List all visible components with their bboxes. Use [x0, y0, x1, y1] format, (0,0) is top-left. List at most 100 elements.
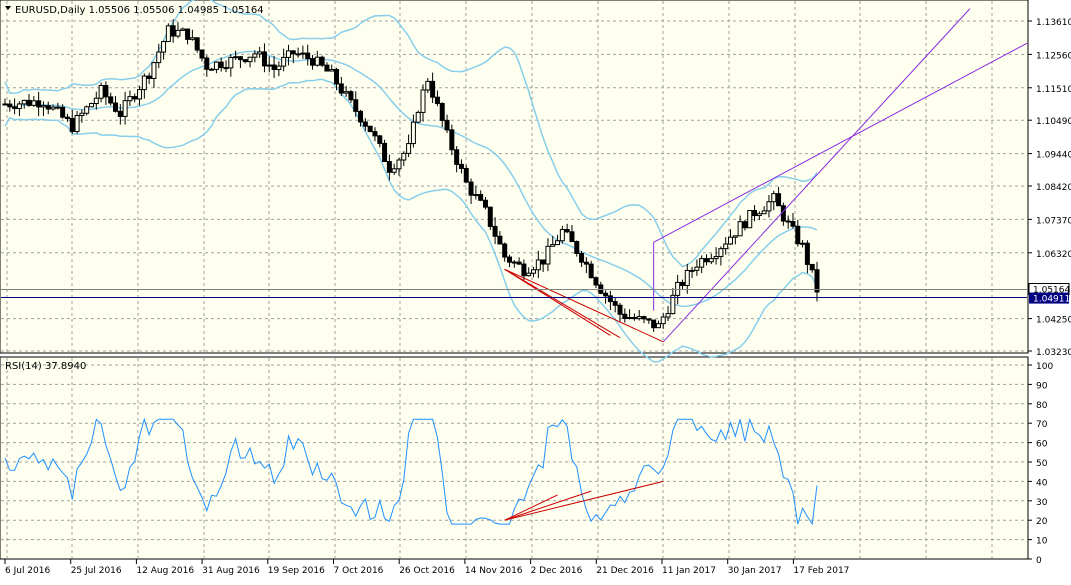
- candle-body: [156, 51, 162, 64]
- candle-body: [26, 99, 32, 106]
- candle-body: [771, 193, 777, 203]
- rsi-tick-label: 0: [1036, 556, 1042, 566]
- candle-body: [108, 96, 114, 104]
- price-panel[interactable]: [0, 0, 1029, 354]
- candle-body: [242, 59, 248, 63]
- price-tick-label: 1.07370: [1036, 216, 1071, 226]
- candle-body: [655, 323, 661, 329]
- rsi-line: [4, 417, 818, 526]
- candle-body: [800, 242, 806, 245]
- candle-body: [699, 258, 705, 268]
- candle-body: [213, 61, 219, 70]
- candle-body: [473, 194, 479, 197]
- candle-body: [204, 57, 210, 70]
- time-tick-label: 19 Sep 2016: [268, 566, 325, 576]
- candle-body: [708, 258, 714, 263]
- candle-body: [348, 91, 354, 101]
- price-tick-labels: 1.13610 1.12560 1.11510 1.10490 1.09440 1.084…: [1, 18, 1071, 358]
- time-tick-label: 7 Oct 2016: [334, 566, 384, 576]
- candle-body: [574, 241, 580, 254]
- candle-body: [684, 269, 690, 286]
- candle-body: [406, 143, 412, 154]
- rsi-tick-label: 20: [1036, 517, 1048, 527]
- current-price-label: 1.05164: [1033, 286, 1070, 296]
- candle-body: [285, 50, 291, 58]
- candle-body: [732, 235, 738, 238]
- candle-body: [564, 228, 570, 233]
- rsi-tick-label: 70: [1036, 420, 1048, 430]
- candle-body: [737, 221, 743, 237]
- candle-body: [516, 261, 522, 265]
- candle-body: [290, 50, 296, 55]
- rsi-tick-label: 80: [1036, 401, 1048, 411]
- time-tick-label: 17 Feb 2017: [793, 566, 849, 576]
- time-tick-label: 11 Jan 2017: [662, 566, 716, 576]
- candle-body: [185, 28, 191, 40]
- candle-body: [636, 316, 642, 320]
- candle-body: [55, 106, 61, 109]
- candle-body: [579, 252, 585, 263]
- horizontal-line-label: 1.04911: [1033, 295, 1070, 305]
- candle-body: [660, 316, 666, 325]
- candle-body: [310, 58, 316, 66]
- price-tick-label: 1.11510: [1036, 85, 1071, 95]
- horizontal-line-marker: [1029, 292, 1069, 304]
- candle-body: [334, 69, 340, 85]
- candle-body: [362, 121, 368, 127]
- candle-body: [271, 64, 277, 71]
- candle-body: [199, 49, 205, 59]
- candle-body: [425, 80, 431, 91]
- price-grid: [1, 1, 1027, 352]
- candle-body: [420, 89, 426, 113]
- price-tick-label: 1.09440: [1036, 151, 1071, 161]
- candle-body: [583, 261, 589, 265]
- candle-body: [627, 316, 633, 320]
- candle-body: [679, 281, 685, 286]
- drawing-objects[interactable]: [504, 8, 1028, 343]
- rsi-panel[interactable]: [0, 356, 1029, 560]
- price-tick-label: 1.10490: [1036, 117, 1071, 127]
- candle-body: [358, 110, 364, 123]
- candle-body: [468, 181, 474, 196]
- candle-body: [189, 37, 195, 40]
- price-tick-label: 1.04250: [1036, 316, 1071, 326]
- candle-body: [766, 201, 772, 212]
- candle-body: [804, 242, 810, 265]
- rsi-fan-line: [504, 494, 558, 521]
- candle-body: [785, 220, 791, 223]
- rsi-drawing-objects[interactable]: [504, 480, 664, 521]
- candle-body: [430, 80, 436, 98]
- candle-body: [396, 159, 402, 170]
- candle-body: [122, 100, 128, 117]
- candle-body: [69, 118, 75, 133]
- price-tick-label: 1.13610: [1036, 18, 1071, 28]
- candle-body: [165, 25, 171, 43]
- rsi-tick-label: 60: [1036, 440, 1048, 450]
- candle-body: [79, 112, 85, 117]
- candle-body: [631, 316, 637, 320]
- candle-body: [12, 106, 18, 110]
- rsi-tick-label: 10: [1036, 537, 1048, 547]
- time-tick-label: 30 Jan 2017: [728, 566, 782, 576]
- candle-body: [593, 277, 599, 286]
- price-tick-label: 1.08420: [1036, 183, 1071, 193]
- candle-body: [151, 62, 157, 79]
- time-axis: [0, 560, 1071, 581]
- dropdown-triangle-icon[interactable]: [5, 6, 11, 10]
- candle-body: [761, 210, 767, 215]
- time-tick-label: 12 Aug 2016: [136, 566, 194, 576]
- candle-body: [367, 125, 373, 133]
- candle-body: [612, 301, 618, 306]
- candle-body: [74, 115, 80, 133]
- candle-body: [651, 319, 657, 329]
- candle-body: [329, 69, 335, 72]
- candle-body: [646, 318, 652, 321]
- candle-body: [319, 56, 325, 66]
- candle-body: [98, 84, 104, 99]
- candle-body: [338, 83, 344, 94]
- candle-body: [141, 75, 147, 91]
- candle-body: [492, 225, 498, 237]
